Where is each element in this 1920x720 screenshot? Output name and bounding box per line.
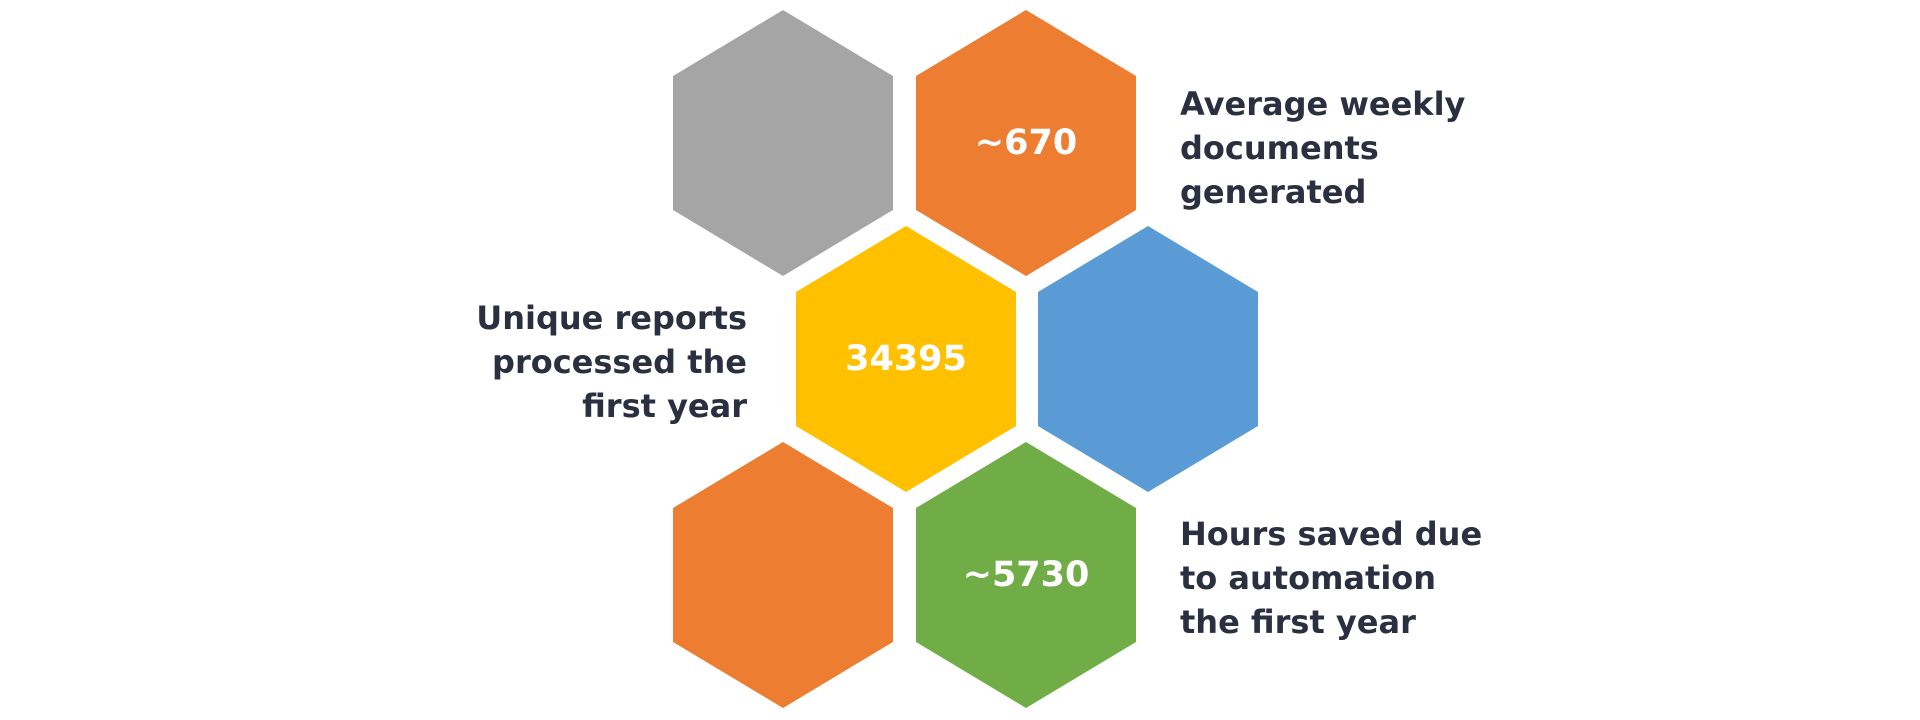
hexagon-yellow-middle: 34395: [796, 226, 1016, 492]
hexagon-shape: [796, 226, 1016, 492]
label-line: generated: [1180, 173, 1367, 211]
label-line: first year: [582, 387, 747, 425]
hexagon-gray-top: [673, 10, 893, 276]
label-weekly-documents: Average weekly documents generated: [1180, 82, 1465, 214]
hexagon-shape: [1038, 226, 1258, 492]
hexagon-shape: [673, 10, 893, 276]
label-hours-saved: Hours saved due to automation the first …: [1180, 512, 1482, 644]
label-line: documents: [1180, 129, 1379, 167]
label-line: processed the: [492, 343, 747, 381]
hexagon-blue-middle: [1038, 226, 1258, 492]
hexagon-shape: [916, 10, 1136, 276]
hexagon-value: 34395: [845, 339, 967, 379]
label-line: the first year: [1180, 603, 1416, 641]
label-line: to automation: [1180, 559, 1437, 597]
label-line: Unique reports: [476, 299, 747, 337]
hexagon-value: ~5730: [963, 555, 1090, 595]
hexagon-value: ~670: [975, 123, 1077, 163]
hexagon-orange-bottom: [673, 442, 893, 708]
label-unique-reports: Unique reports processed the first year: [476, 296, 747, 428]
hexagon-green-bottom: ~5730: [916, 442, 1136, 708]
label-line: Average weekly: [1180, 85, 1466, 123]
label-line: Hours saved due: [1180, 515, 1483, 553]
hexagon-shape: [916, 442, 1136, 708]
hexagon-orange-top: ~670: [916, 10, 1136, 276]
hexagon-shape: [673, 442, 893, 708]
